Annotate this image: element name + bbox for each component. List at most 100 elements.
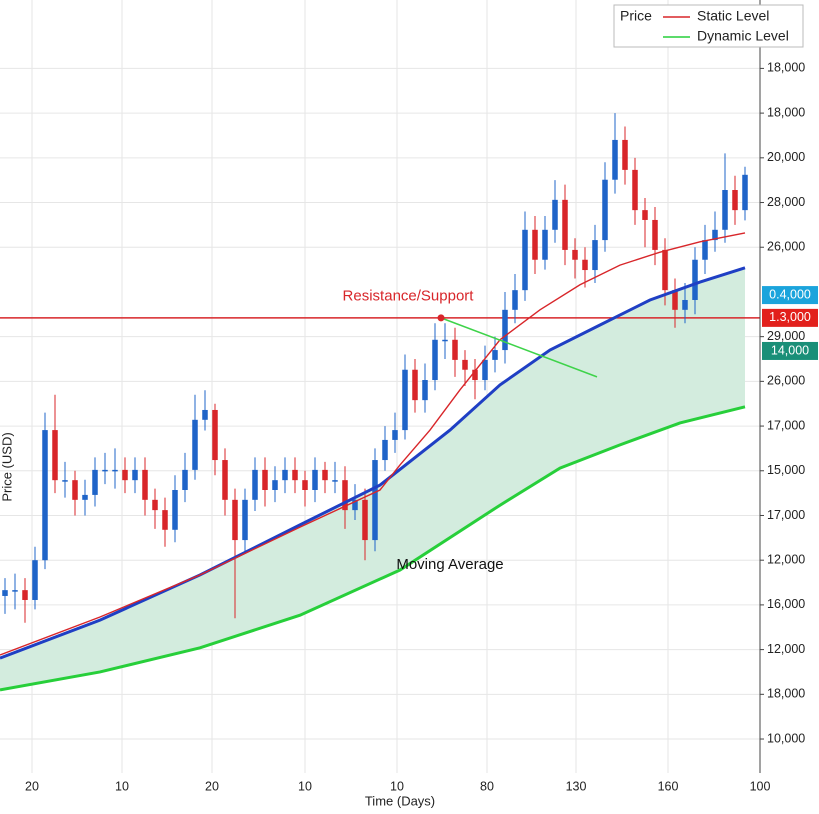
price-badge-label: 1.3,000 xyxy=(769,310,811,324)
x-tick-label: 20 xyxy=(25,779,39,793)
candle-body xyxy=(592,240,598,271)
candle-body xyxy=(422,380,428,401)
candle-body xyxy=(632,169,638,211)
band-area xyxy=(0,267,745,690)
candle-body xyxy=(102,469,108,472)
y-tick-label: 16,000 xyxy=(767,597,805,611)
candle-body xyxy=(112,469,118,472)
candle-body xyxy=(162,510,168,530)
y-tick-label: 15,000 xyxy=(767,463,805,477)
candle-body xyxy=(152,499,158,511)
x-tick-label: 20 xyxy=(205,779,219,793)
candle-body xyxy=(302,480,308,490)
candle-body xyxy=(72,480,78,500)
candle-body xyxy=(52,430,58,481)
y-tick-label: 17,000 xyxy=(767,508,805,522)
legend-label: Dynamic Level xyxy=(697,28,789,44)
candle-body xyxy=(62,480,68,482)
candle-body xyxy=(732,190,738,211)
candle-body xyxy=(182,469,188,490)
y-tick-label: 26,000 xyxy=(767,374,805,388)
candle-body xyxy=(92,469,98,495)
y-tick-label: 18,000 xyxy=(767,105,805,119)
y-tick-label: 26,000 xyxy=(767,240,805,254)
legend-label: Static Level xyxy=(697,8,769,24)
candle-body xyxy=(702,240,708,260)
candle-body xyxy=(662,249,668,291)
candle-body xyxy=(292,469,298,481)
candle-body xyxy=(312,469,318,490)
annotation: Moving Average xyxy=(396,556,503,573)
candle-body xyxy=(502,309,508,351)
candle-body xyxy=(192,419,198,470)
x-tick-label: 160 xyxy=(658,779,679,793)
candle-body xyxy=(412,369,418,401)
y-axis-label: Price (USD) xyxy=(0,432,14,501)
y-tick-label: 18,000 xyxy=(767,687,805,701)
x-tick-label: 100 xyxy=(750,779,771,793)
candle-body xyxy=(272,480,278,490)
candle-body xyxy=(2,590,8,596)
candle-body xyxy=(582,259,588,271)
candle-body xyxy=(742,174,748,211)
candle-body xyxy=(142,469,148,500)
candle-body xyxy=(722,190,728,230)
candle-body xyxy=(252,469,258,500)
candle-body xyxy=(562,199,568,250)
candle-body xyxy=(572,249,578,260)
candle-body xyxy=(532,229,538,260)
annotation: Resistance/Support xyxy=(343,287,475,304)
candle-body xyxy=(32,560,38,600)
candle-body xyxy=(552,199,558,230)
candle-body xyxy=(652,219,658,250)
x-tick-label: 80 xyxy=(480,779,494,793)
trend-segment xyxy=(440,317,598,378)
candle-body xyxy=(382,439,388,461)
candle-body xyxy=(262,469,268,490)
candle-body xyxy=(712,229,718,241)
candle-body xyxy=(122,469,128,481)
price-badge xyxy=(762,286,818,305)
x-tick-label: 130 xyxy=(566,779,587,793)
y-tick-label: 12,000 xyxy=(767,552,805,566)
candle-body xyxy=(232,499,238,541)
candle-body xyxy=(12,590,18,592)
x-axis-label: Time (Days) xyxy=(365,793,435,808)
candle-body xyxy=(372,460,378,541)
candle-body xyxy=(172,489,178,530)
candle-body xyxy=(222,460,228,500)
candle-body xyxy=(342,480,348,511)
candle-body xyxy=(432,339,438,381)
dynamic-level-line xyxy=(0,405,746,692)
level-dot xyxy=(437,314,445,322)
candle-body xyxy=(452,339,458,360)
y-tick-label: 17,000 xyxy=(767,418,805,432)
legend-box xyxy=(613,4,804,48)
price-badge xyxy=(762,341,818,360)
candle-body xyxy=(522,229,528,291)
candle-body xyxy=(352,499,358,511)
y-tick-label: 18,000 xyxy=(767,61,805,75)
candle-body xyxy=(642,210,648,220)
candle-body xyxy=(682,299,688,310)
candle-body xyxy=(202,409,208,420)
y-tick-label: 29,000 xyxy=(767,329,805,343)
candle-body xyxy=(282,469,288,481)
candle-body xyxy=(82,494,88,500)
candle-body xyxy=(612,139,618,180)
candle-body xyxy=(362,499,368,541)
candle-body xyxy=(692,259,698,300)
candle-body xyxy=(492,350,498,360)
price-badge-label: 14,000 xyxy=(771,343,809,357)
candle-body xyxy=(542,229,548,260)
candle-body xyxy=(462,359,468,370)
candle-body xyxy=(482,359,488,381)
y-tick-label: 28,000 xyxy=(767,195,805,209)
x-tick-label: 10 xyxy=(390,779,404,793)
plot-area xyxy=(0,0,761,773)
candle-body xyxy=(442,339,448,342)
legend-title: Price xyxy=(620,8,652,24)
candle-body xyxy=(322,469,328,481)
candle-body xyxy=(22,590,28,600)
